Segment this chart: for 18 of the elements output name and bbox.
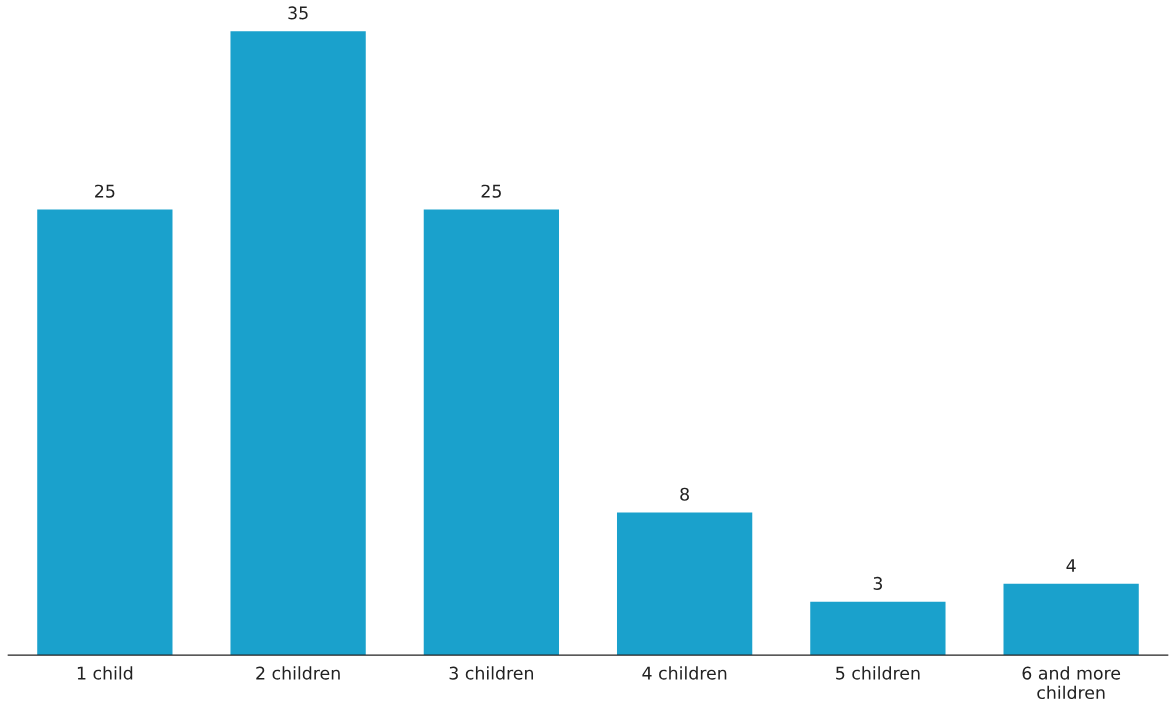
x-tick-label: 5 children	[836, 666, 920, 680]
bar	[616, 512, 753, 656]
bar	[810, 601, 946, 656]
data-label: 3	[873, 576, 883, 590]
data-label: 25	[95, 184, 115, 198]
x-tick-label: 3 children	[449, 666, 533, 680]
bar	[230, 31, 366, 656]
x-tick-label: 4 children	[642, 666, 727, 680]
x-tick-label: 2 children	[256, 666, 340, 680]
data-label: 4	[1066, 559, 1076, 572]
data-label: 25	[481, 184, 501, 198]
bar	[423, 209, 560, 656]
data-label: 35	[288, 6, 308, 20]
x-tick-label: 1 child	[77, 666, 133, 680]
data-label: 8	[680, 487, 689, 501]
x-tick-label: 6 and more children	[1022, 666, 1121, 700]
bar	[37, 209, 173, 656]
bar	[1003, 583, 1139, 656]
